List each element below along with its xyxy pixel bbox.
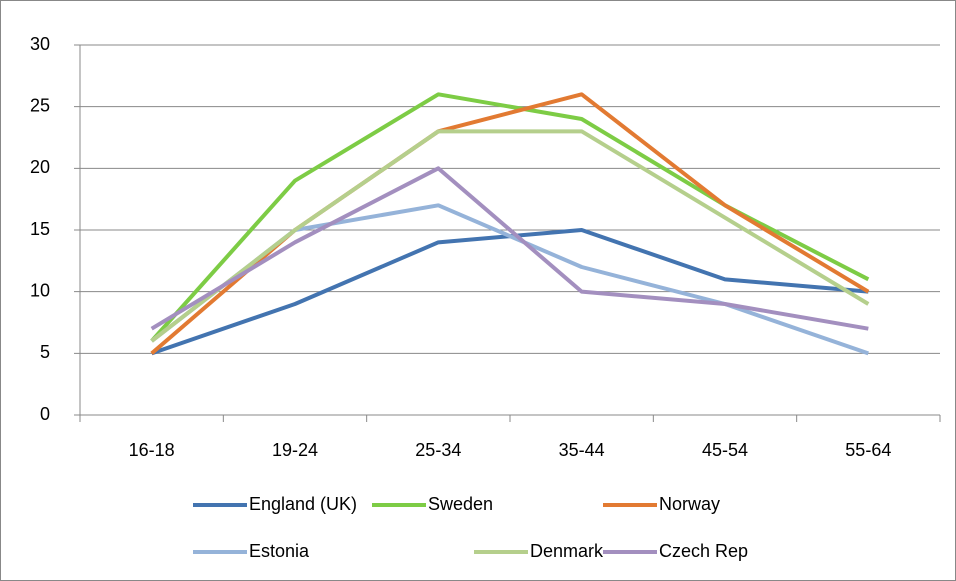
y-tick-label: 25 xyxy=(30,95,50,115)
y-tick-label: 30 xyxy=(30,34,50,54)
x-tick-label: 35-44 xyxy=(559,440,605,460)
y-tick-label: 0 xyxy=(40,404,50,424)
y-tick-label: 5 xyxy=(40,342,50,362)
legend-label: England (UK) xyxy=(249,494,357,514)
x-tick-label: 16-18 xyxy=(129,440,175,460)
y-tick-label: 10 xyxy=(30,280,50,300)
y-tick-label: 20 xyxy=(30,157,50,177)
legend-label: Denmark xyxy=(530,541,604,561)
legend-label: Norway xyxy=(659,494,720,514)
legend-label: Estonia xyxy=(249,541,310,561)
legend-label: Czech Rep xyxy=(659,541,748,561)
y-tick-label: 15 xyxy=(30,219,50,239)
series-line xyxy=(150,166,869,331)
series-line xyxy=(150,129,870,343)
x-tick-label: 55-64 xyxy=(845,440,891,460)
x-tick-label: 25-34 xyxy=(415,440,461,460)
x-tick-label: 45-54 xyxy=(702,440,748,460)
legend-label: Sweden xyxy=(428,494,493,514)
x-tick-label: 19-24 xyxy=(272,440,318,460)
